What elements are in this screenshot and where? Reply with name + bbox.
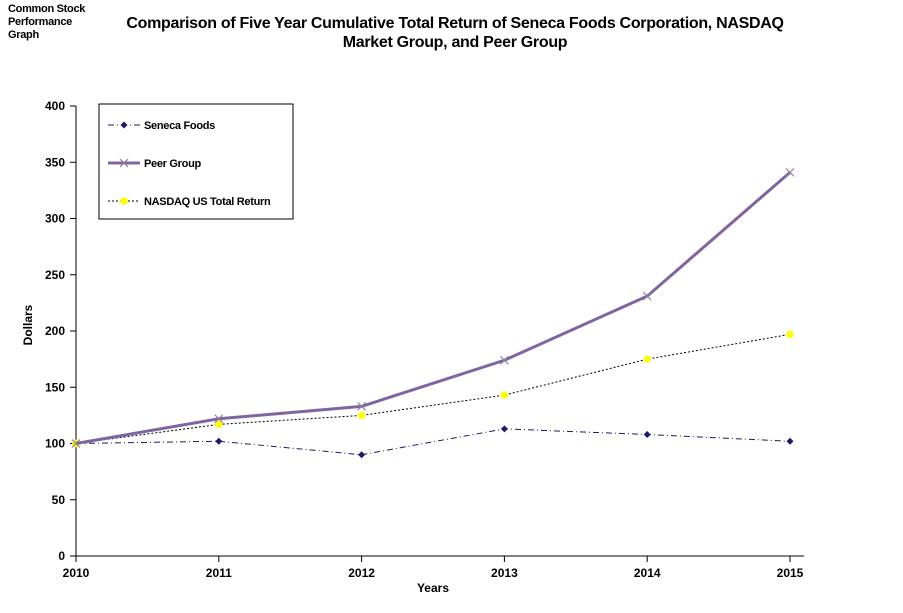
series-line	[75, 428, 791, 456]
series-line	[75, 171, 791, 445]
legend: Seneca Foods Peer Group NASDAQ US Total Re…	[98, 103, 294, 220]
series-seneca-foods	[72, 425, 794, 459]
y-tick-label: 100	[45, 437, 65, 451]
x-tick-label: 2012	[348, 566, 375, 580]
chart-title-line: Comparison of Five Year Cumulative Total…	[126, 15, 784, 32]
legend-label: NASDAQ US Total Return	[144, 196, 271, 208]
x-tick-label: 2010	[63, 566, 90, 580]
chart-title-line: Market Group, and Peer Group	[342, 34, 568, 51]
data-point	[119, 158, 129, 168]
data-point	[120, 197, 128, 205]
data-point	[215, 437, 223, 445]
y-tick-label: 350	[45, 155, 65, 169]
axes: 0 50 100 150 200 250 300 350 400 2010 2011 2012 2013…	[45, 99, 804, 580]
data-point	[120, 121, 128, 129]
y-tick-label: 200	[45, 324, 65, 338]
corner-note-line: Performance	[8, 16, 72, 28]
data-point	[500, 425, 508, 433]
x-axis-title: Years	[417, 581, 449, 595]
data-point	[358, 451, 366, 459]
y-tick-label: 150	[45, 380, 65, 394]
corner-note-line: Common Stock	[8, 3, 86, 15]
data-point	[71, 439, 81, 448]
y-axis-title: Dollars	[21, 304, 35, 345]
series-peer-group	[71, 167, 795, 448]
data-point	[357, 411, 366, 420]
data-point	[643, 431, 651, 438]
series-layer	[71, 167, 795, 459]
legend-item: Peer Group	[108, 158, 202, 170]
chart-title: Comparison of Five Year Cumulative Total…	[100, 14, 810, 52]
y-tick-label: 300	[45, 212, 65, 226]
data-point	[786, 437, 794, 445]
data-point	[214, 414, 224, 424]
data-point	[786, 330, 794, 339]
data-point	[357, 401, 367, 411]
data-point	[215, 420, 223, 429]
data-point	[643, 355, 651, 363]
data-point	[500, 391, 509, 399]
legend-item: NASDAQ US Total Return	[108, 196, 271, 208]
legend-label: Peer Group	[144, 158, 201, 170]
data-point	[642, 291, 652, 301]
series-nasdaq-us-total-return	[72, 330, 794, 448]
series-line	[75, 333, 791, 444]
x-tick-label: 2011	[206, 566, 232, 580]
x-tick-label: 2014	[634, 566, 661, 580]
corner-note-line: Graph	[8, 29, 39, 41]
x-tick-label: 2013	[491, 566, 518, 580]
data-point	[499, 355, 509, 365]
y-tick-label: 0	[58, 549, 65, 563]
y-tick-label: 250	[45, 268, 65, 282]
legend-item: Seneca Foods	[108, 120, 215, 132]
y-tick-label: 50	[52, 493, 66, 507]
corner-note: Common Stock Performance Graph	[8, 3, 108, 42]
y-tick-label: 400	[45, 99, 65, 113]
x-tick-label: 2015	[777, 566, 804, 580]
legend-label: Seneca Foods	[144, 120, 215, 132]
data-point	[785, 167, 795, 177]
